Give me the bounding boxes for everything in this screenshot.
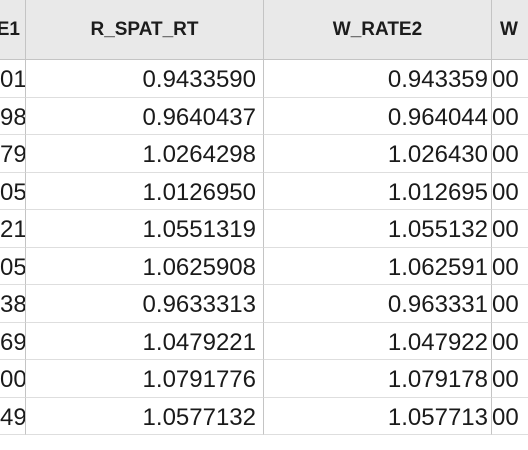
table-cell[interactable]: 05	[0, 247, 26, 285]
column-header-label: R_SPAT_RT	[90, 19, 199, 40]
table-body: 01 0.9433590 0.943359 00 98 0.9640437 0.…	[0, 60, 528, 435]
table-cell[interactable]: 00	[492, 360, 528, 398]
table-cell[interactable]: 1.0577132	[26, 397, 264, 435]
table-cell[interactable]: 0.943359	[264, 60, 492, 98]
column-header-label: W_RATE2	[332, 19, 423, 40]
column-header-r-spat-rt[interactable]: R_SPAT_RT	[26, 0, 264, 60]
table-cell[interactable]: 1.062591	[264, 247, 492, 285]
table-cell[interactable]: 1.012695	[264, 172, 492, 210]
table-cell[interactable]: 1.0264298	[26, 135, 264, 173]
table-cell[interactable]: 00	[492, 60, 528, 98]
column-header-e1[interactable]: E1	[0, 0, 26, 60]
table-cell[interactable]: 1.079178	[264, 360, 492, 398]
table-cell[interactable]: 05	[0, 172, 26, 210]
table-cell[interactable]: 0.963331	[264, 285, 492, 323]
table-cell[interactable]: 1.026430	[264, 135, 492, 173]
table-cell[interactable]: 0.9633313	[26, 285, 264, 323]
column-header-w[interactable]: W	[492, 0, 528, 60]
table-cell[interactable]: 00	[492, 98, 528, 135]
table-cell[interactable]: 0.9640437	[26, 97, 264, 135]
table-cell[interactable]: 1.057713	[264, 397, 492, 435]
table-row[interactable]: 49 1.0577132 1.057713 00	[0, 397, 528, 435]
table-cell[interactable]: 0.964044	[264, 97, 492, 135]
table-cell[interactable]: 1.055132	[264, 210, 492, 248]
table-cell[interactable]: 00	[492, 398, 528, 435]
table-cell[interactable]: 79	[0, 135, 26, 173]
table-cell[interactable]: 1.0479221	[26, 322, 264, 360]
table-row[interactable]: 98 0.9640437 0.964044 00	[0, 97, 528, 135]
table-row[interactable]: 38 0.9633313 0.963331 00	[0, 285, 528, 323]
table-row[interactable]: 79 1.0264298 1.026430 00	[0, 135, 528, 173]
table-cell[interactable]: 98	[0, 97, 26, 135]
table-row[interactable]: 05 1.0625908 1.062591 00	[0, 247, 528, 285]
table-cell[interactable]: 1.0625908	[26, 247, 264, 285]
table-cell[interactable]: 00	[492, 248, 528, 285]
table-cell[interactable]: 38	[0, 285, 26, 323]
table-row[interactable]: 21 1.0551319 1.055132 00	[0, 210, 528, 248]
table-row[interactable]: 69 1.0479221 1.047922 00	[0, 322, 528, 360]
table-cell[interactable]: 21	[0, 210, 26, 248]
table-cell[interactable]: 1.0126950	[26, 172, 264, 210]
table-cell[interactable]: 49	[0, 397, 26, 435]
table-cell[interactable]: 1.0791776	[26, 360, 264, 398]
table-cell[interactable]: 00	[492, 173, 528, 210]
table-cell[interactable]: 1.0551319	[26, 210, 264, 248]
table-cell[interactable]: 00	[492, 285, 528, 323]
table-row[interactable]: 05 1.0126950 1.012695 00	[0, 172, 528, 210]
table-cell[interactable]: 1.047922	[264, 322, 492, 360]
table-row[interactable]: 01 0.9433590 0.943359 00	[0, 60, 528, 98]
table-cell[interactable]: 00	[492, 323, 528, 360]
column-header-label: E1	[0, 19, 20, 40]
table-cell[interactable]: 69	[0, 322, 26, 360]
table-cell[interactable]: 00	[492, 210, 528, 248]
table-cell[interactable]: 01	[0, 60, 26, 98]
table-row[interactable]: 00 1.0791776 1.079178 00	[0, 360, 528, 398]
column-header-w-rate2[interactable]: W_RATE2	[264, 0, 492, 60]
column-header-label: W	[500, 19, 518, 40]
table-cell[interactable]: 0.9433590	[26, 60, 264, 98]
table-cell[interactable]: 00	[0, 360, 26, 398]
table-cell[interactable]: 00	[492, 135, 528, 173]
